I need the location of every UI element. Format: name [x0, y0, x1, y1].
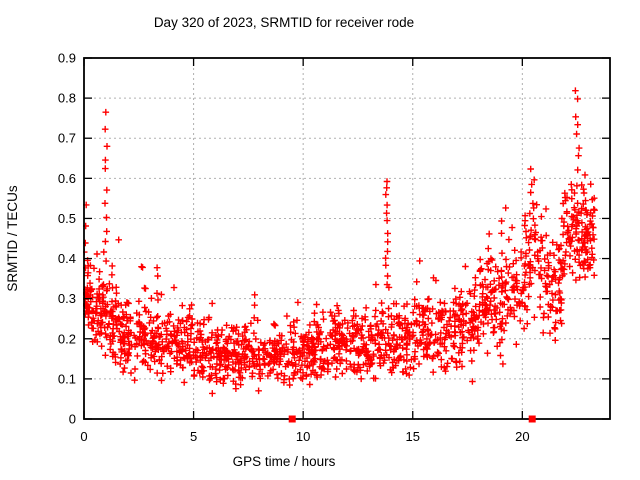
y-tick-label: 0.2 [58, 331, 76, 346]
chart-title: Day 320 of 2023, SRMTID for receiver rod… [154, 15, 414, 30]
y-tick-labels: 0 0.1 0.2 0.3 0.4 0.5 0.6 0.7 0.8 0.9 [58, 51, 76, 427]
scatter-series [83, 87, 598, 397]
x-tick-label: 0 [80, 429, 87, 444]
y-tick-label: 0.3 [58, 291, 76, 306]
y-tick-label: 0 [69, 412, 76, 427]
y-tick-label: 0.4 [58, 251, 76, 266]
y-tick-label: 0.7 [58, 131, 76, 146]
axis-ticks [83, 57, 610, 420]
x-tick-label: 10 [296, 429, 310, 444]
y-tick-label: 0.8 [58, 91, 76, 106]
y-tick-label: 0.5 [58, 211, 76, 226]
y-axis-label: SRMTID / TECUs [5, 185, 20, 292]
y-tick-label: 0.1 [58, 371, 76, 386]
axis-event-square [288, 415, 296, 423]
axis-event-square [528, 415, 536, 423]
x-axis-label: GPS time / hours [233, 454, 336, 469]
x-tick-label: 15 [406, 429, 420, 444]
x-tick-label: 20 [515, 429, 529, 444]
plot-border [83, 57, 611, 420]
x-tick-labels: 0 5 10 15 20 [80, 429, 529, 444]
y-tick-label: 0.9 [58, 51, 76, 66]
axis-event-markers [288, 415, 536, 423]
x-tick-label: 5 [190, 429, 197, 444]
scatter-points [83, 87, 598, 397]
y-tick-label: 0.6 [58, 171, 76, 186]
